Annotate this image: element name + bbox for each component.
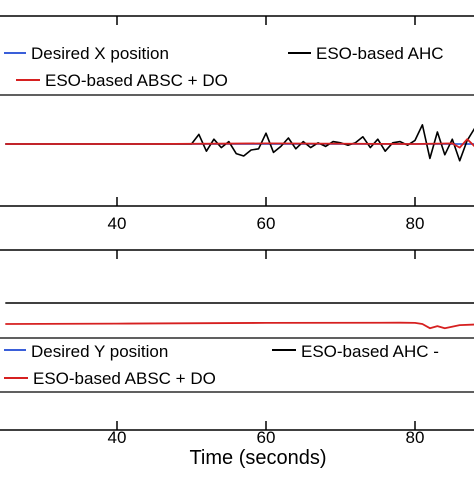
- legend-label-absc: ESO-based ABSC + DO: [33, 369, 216, 388]
- series-line-eso-based-absc-do: [5, 321, 474, 330]
- top-series: [5, 124, 474, 162]
- top-xtick-label: 40: [108, 214, 127, 233]
- legend-label-desired-x: Desired X position: [31, 44, 169, 63]
- top-xtick-label: 60: [257, 214, 276, 233]
- bottom-xtick-label: 60: [257, 428, 276, 447]
- bottom-xtick-label: 80: [406, 428, 425, 447]
- bottom-subplot: Desired Y position ESO-based AHC - ESO-b…: [0, 249, 474, 469]
- legend-label-ahc: ESO-based AHC: [316, 44, 444, 63]
- top-subplot: Desired X position ESO-based AHC ESO-bas…: [0, 15, 474, 233]
- legend-label-desired-y: Desired Y position: [31, 342, 168, 361]
- bottom-ticks: [116, 250, 416, 430]
- top-ticks: [116, 16, 416, 206]
- bottom-legend: Desired Y position ESO-based AHC - ESO-b…: [4, 342, 439, 388]
- series-line-eso-based-ahc: [5, 124, 474, 162]
- x-axis-title: Time (seconds): [189, 447, 326, 469]
- top-legend: Desired X position ESO-based AHC ESO-bas…: [4, 44, 444, 90]
- legend-label-ahc: ESO-based AHC -: [301, 342, 439, 361]
- series-line-eso-based-absc-do: [5, 138, 474, 149]
- legend-label-absc: ESO-based ABSC + DO: [45, 71, 228, 90]
- top-plot-frame: [0, 15, 474, 207]
- bottom-xtick-label: 40: [108, 428, 127, 447]
- bottom-series: [5, 302, 474, 330]
- bottom-plot-frame: [0, 249, 474, 431]
- top-xtick-label: 80: [406, 214, 425, 233]
